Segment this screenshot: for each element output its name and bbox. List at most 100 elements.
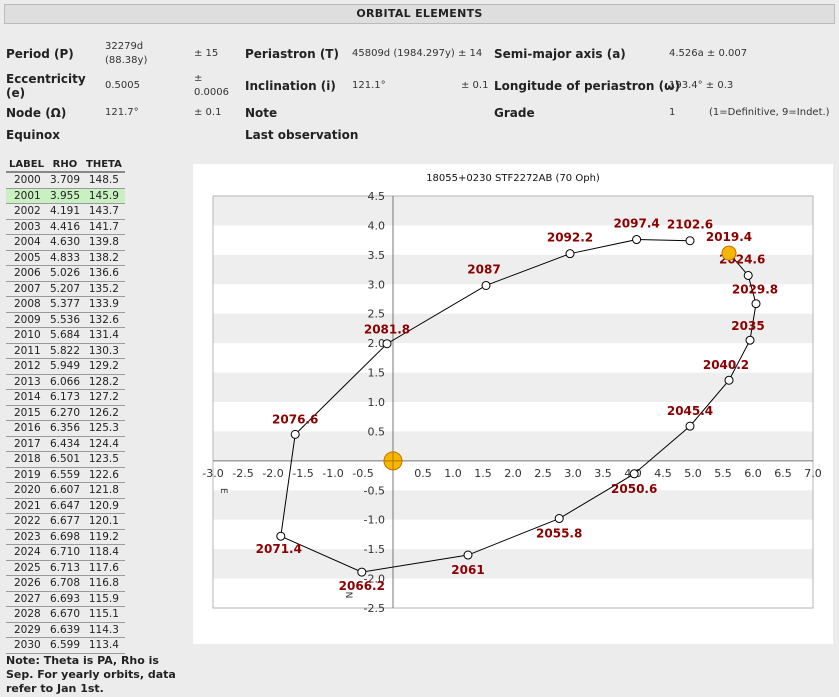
cell-theta: 114.3 bbox=[83, 622, 125, 638]
table-row: 2021 6.647 120.9 bbox=[6, 498, 125, 514]
eccentricity-error-sign: ± bbox=[194, 73, 203, 84]
table-row: 2029 6.639 114.3 bbox=[6, 622, 125, 638]
cell-rho: 6.607 bbox=[46, 482, 83, 499]
cell-rho: 6.670 bbox=[46, 606, 83, 623]
cell-theta: 127.2 bbox=[83, 389, 125, 406]
y-tick-label: 4.5 bbox=[368, 190, 386, 203]
cell-rho: 5.536 bbox=[46, 312, 83, 328]
orbit-point-label: 2045.4 bbox=[667, 404, 713, 418]
orbit-point bbox=[724, 375, 734, 385]
cell-rho: 4.833 bbox=[46, 250, 83, 266]
orbit-point-label: 2019.4 bbox=[706, 230, 752, 244]
table-row: 2023 6.698 119.2 bbox=[6, 529, 125, 545]
longitude-periastron-value: 193.4° ± 0.3 bbox=[669, 80, 734, 91]
table-row: 2030 6.599 113.4 bbox=[6, 637, 125, 654]
grid-band bbox=[213, 431, 813, 461]
cell-label: 2018 bbox=[6, 451, 47, 468]
table-row: 2017 6.434 124.4 bbox=[6, 436, 125, 452]
period-label: Period (P) bbox=[6, 47, 74, 61]
grade-value: 1 bbox=[669, 107, 676, 118]
eccentricity-value: 0.5005 bbox=[105, 80, 140, 91]
y-tick-label: -1.5 bbox=[364, 543, 385, 556]
orbit-point bbox=[463, 550, 473, 560]
table-row: 2000 3.709 148.5 bbox=[6, 172, 125, 189]
orbit-point-label: 2035 bbox=[731, 319, 764, 333]
x-tick-label: -0.5 bbox=[352, 467, 373, 480]
grade-label: Grade bbox=[494, 106, 535, 120]
orbit-point-label: 2076.6 bbox=[272, 412, 318, 426]
cell-theta: 139.8 bbox=[83, 234, 125, 251]
orbit-plot-svg: 18055+0230 STF2272AB (70 Oph) -3.0 -2.5 -2.… bbox=[202, 173, 821, 615]
y-tick-label: 3.5 bbox=[368, 249, 386, 262]
cell-theta: 141.7 bbox=[83, 219, 125, 235]
cell-label: 2012 bbox=[6, 358, 47, 375]
grid-band bbox=[213, 578, 813, 608]
cell-theta: 122.6 bbox=[83, 467, 125, 483]
grid-band bbox=[213, 460, 813, 491]
table-row: 2018 6.501 123.5 bbox=[6, 451, 125, 468]
periastron-value: 45809d (1984.297y) ± 14 bbox=[352, 48, 483, 59]
orbit-chart: 18055+0230 STF2272AB (70 Oph) -3.0 -2.5 -2.… bbox=[193, 164, 833, 644]
cell-label: 2021 bbox=[6, 498, 47, 514]
cell-theta: 126.2 bbox=[83, 405, 125, 421]
cell-theta: 123.5 bbox=[83, 451, 125, 468]
current-position-marker bbox=[721, 245, 737, 261]
cell-rho: 6.639 bbox=[46, 622, 83, 638]
cell-theta: 143.7 bbox=[83, 203, 125, 220]
orbit-point-label: 2071.4 bbox=[256, 542, 302, 556]
cell-label: 2005 bbox=[6, 250, 47, 266]
cell-label: 2006 bbox=[6, 265, 47, 282]
orbit-point-label: 2061 bbox=[451, 563, 484, 577]
cell-label: 2013 bbox=[6, 374, 47, 390]
orbit-point bbox=[743, 270, 753, 280]
table-row: 2015 6.270 126.2 bbox=[6, 405, 125, 421]
inclination-error: ± 0.1 bbox=[461, 80, 489, 91]
inclination-label: Inclination (i) bbox=[245, 79, 336, 93]
table-row: 2001 3.955 145.9 bbox=[6, 188, 125, 204]
chart-title: 18055+0230 STF2272AB (70 Oph) bbox=[426, 173, 600, 184]
cell-label: 2023 bbox=[6, 529, 47, 545]
cell-label: 2002 bbox=[6, 203, 47, 220]
cell-label: 2026 bbox=[6, 575, 47, 592]
grid-band bbox=[213, 519, 813, 550]
cell-rho: 6.677 bbox=[46, 513, 83, 530]
cell-theta: 125.3 bbox=[83, 420, 125, 437]
cell-theta: 128.2 bbox=[83, 374, 125, 390]
orbit-point bbox=[751, 299, 761, 309]
grid-band bbox=[213, 254, 813, 285]
y-tick-label: -2.0 bbox=[364, 573, 385, 586]
orbit-point-label: 2050.6 bbox=[611, 482, 657, 496]
cell-theta: 120.1 bbox=[83, 513, 125, 530]
cell-rho: 5.684 bbox=[46, 327, 83, 344]
y-tick-label: 1.0 bbox=[368, 396, 386, 409]
x-tick-label: 4.5 bbox=[654, 467, 672, 480]
cell-label: 2004 bbox=[6, 234, 47, 251]
cell-rho: 6.708 bbox=[46, 575, 83, 592]
x-tick-label: 0.5 bbox=[414, 467, 432, 480]
table-row: 2006 5.026 136.6 bbox=[6, 265, 125, 282]
cell-theta: 119.2 bbox=[83, 529, 125, 545]
cell-label: 2020 bbox=[6, 482, 47, 499]
cell-label: 2030 bbox=[6, 637, 47, 654]
cell-rho: 6.434 bbox=[46, 436, 83, 452]
table-note: Note: Theta is PA, Rho is Sep. For yearl… bbox=[6, 654, 176, 695]
grid-band bbox=[213, 490, 813, 520]
cell-rho: 6.356 bbox=[46, 420, 83, 437]
x-tick-label: -3.0 bbox=[202, 467, 223, 480]
y-tick-label: 1.5 bbox=[368, 367, 386, 380]
x-tick-label: 2.5 bbox=[534, 467, 552, 480]
cell-theta: 136.6 bbox=[83, 265, 125, 282]
cell-label: 2008 bbox=[6, 296, 47, 313]
cell-label: 2015 bbox=[6, 405, 47, 421]
note-label: Note bbox=[245, 106, 278, 120]
orbit-point-label: 2029.8 bbox=[732, 283, 778, 297]
x-tick-label: -2.5 bbox=[232, 467, 253, 480]
cell-theta: 145.9 bbox=[83, 188, 125, 204]
orbit-point-label: 2066.2 bbox=[339, 579, 385, 593]
y-tick-label: 4.0 bbox=[368, 219, 386, 232]
cell-theta: 131.4 bbox=[83, 327, 125, 344]
node-error: ± 0.1 bbox=[194, 107, 222, 118]
table-row: 2016 6.356 125.3 bbox=[6, 420, 125, 437]
cell-theta: 124.4 bbox=[83, 436, 125, 452]
cell-label: 2024 bbox=[6, 544, 47, 561]
